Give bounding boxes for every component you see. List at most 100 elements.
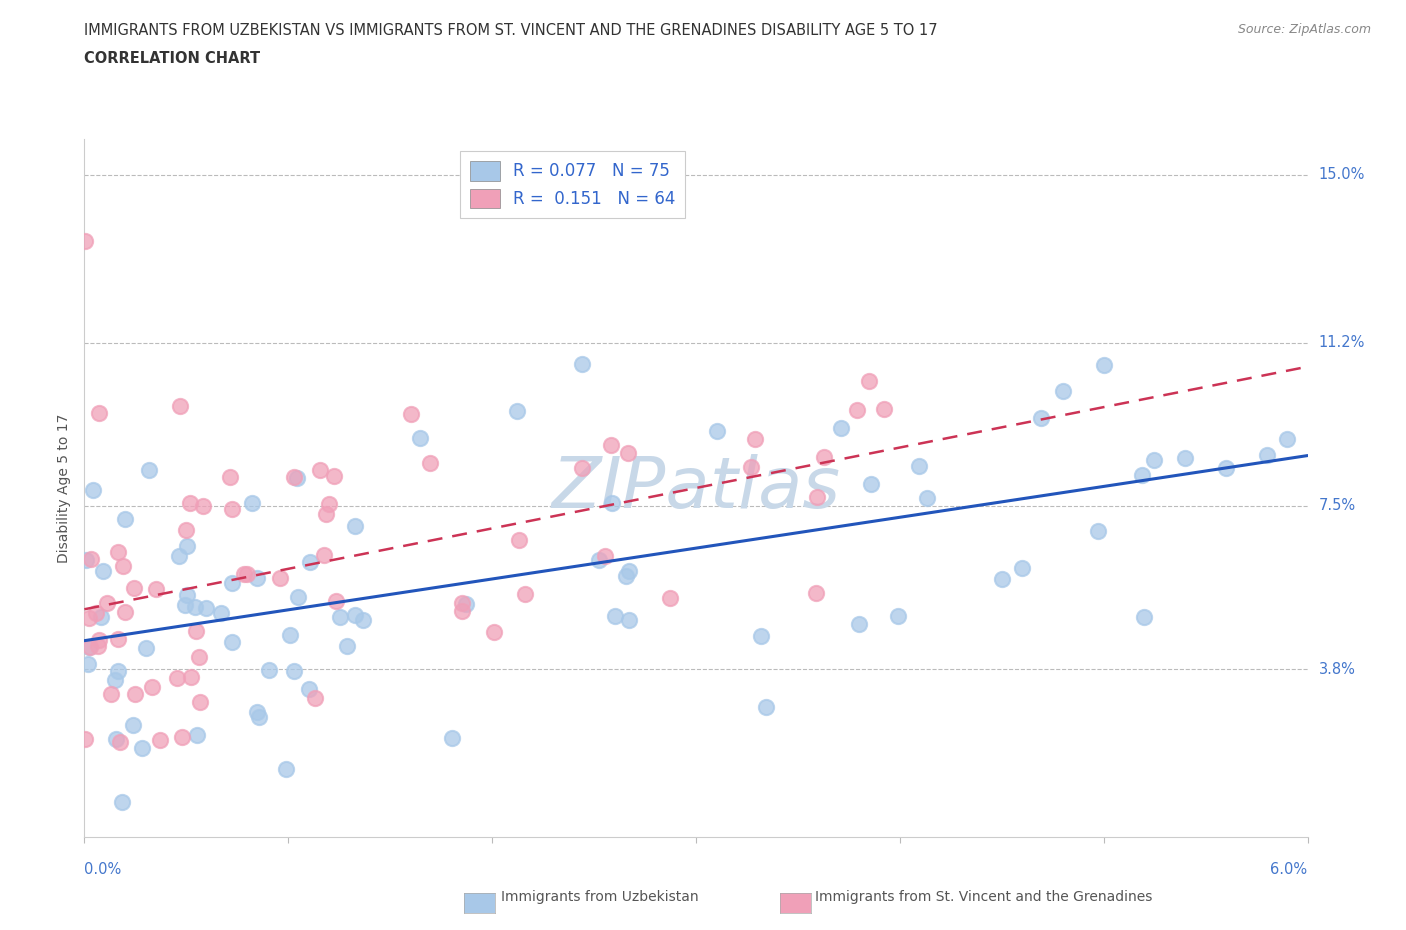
Point (506, 403, 529, 418)
Point (287, 590, 309, 604)
Point (283, 663, 305, 678)
Point (100, 686, 122, 701)
Point (77, 657, 100, 671)
Point (806, 490, 828, 505)
Point (141, 680, 163, 695)
Point (744, 432, 766, 446)
Point (399, 406, 422, 421)
Point (111, 794, 134, 809)
Point (209, 605, 232, 620)
Point (179, 496, 201, 511)
Point (246, 570, 269, 585)
Point (419, 456, 441, 471)
Point (482, 624, 505, 639)
Point (858, 374, 880, 389)
Point (848, 617, 870, 631)
Point (571, 356, 593, 371)
Point (751, 629, 773, 644)
Point (75, 552, 97, 567)
Point (740, 459, 762, 474)
Point (322, 469, 344, 484)
Text: 11.2%: 11.2% (1319, 335, 1365, 350)
Point (304, 691, 326, 706)
Point (352, 613, 374, 628)
Point (283, 470, 305, 485)
Point (450, 604, 472, 618)
Point (830, 420, 852, 435)
Point (188, 650, 211, 665)
Point (915, 490, 938, 505)
Point (1130, 468, 1153, 483)
Text: 3.8%: 3.8% (1319, 662, 1355, 677)
Point (107, 545, 129, 560)
Text: 15.0%: 15.0% (1319, 167, 1365, 182)
Point (845, 403, 868, 418)
Point (114, 512, 136, 526)
Point (908, 458, 931, 473)
Point (1011, 560, 1033, 575)
Point (312, 548, 335, 563)
Text: 0.0%: 0.0% (84, 862, 121, 877)
Point (1256, 447, 1278, 462)
Point (104, 672, 127, 687)
Text: Immigrants from St. Vincent and the Grenadines: Immigrants from St. Vincent and the Gren… (815, 889, 1153, 904)
Point (344, 607, 367, 622)
Point (257, 662, 280, 677)
Point (813, 449, 835, 464)
Point (176, 588, 198, 603)
Point (1277, 432, 1299, 446)
Point (77, 610, 100, 625)
Point (122, 718, 145, 733)
Text: CORRELATION CHART: CORRELATION CHART (84, 51, 260, 66)
Point (441, 730, 464, 745)
Point (1029, 411, 1052, 426)
Point (1215, 460, 1237, 475)
Point (246, 705, 269, 720)
Point (219, 470, 242, 485)
Point (131, 740, 153, 755)
Point (269, 570, 291, 585)
Point (122, 580, 145, 595)
Point (617, 445, 640, 460)
Point (96, 595, 118, 610)
Point (614, 568, 637, 583)
Point (107, 663, 129, 678)
Point (87, 633, 110, 648)
Point (298, 682, 321, 697)
Text: 6.0%: 6.0% (1271, 862, 1308, 877)
Text: 7.5%: 7.5% (1319, 498, 1355, 513)
Point (174, 522, 197, 537)
Point (1052, 383, 1074, 398)
Point (706, 424, 728, 439)
Point (145, 581, 167, 596)
Point (571, 460, 593, 475)
Point (193, 498, 215, 513)
Point (138, 462, 160, 477)
Y-axis label: Disability Age 5 to 17: Disability Age 5 to 17 (58, 414, 72, 563)
Point (169, 398, 191, 413)
Point (1174, 450, 1197, 465)
Point (328, 609, 350, 624)
Point (195, 601, 218, 616)
Point (135, 641, 157, 656)
Point (600, 495, 623, 510)
Point (860, 476, 883, 491)
Point (170, 730, 193, 745)
Point (1133, 610, 1156, 625)
Point (804, 586, 827, 601)
Point (75, 731, 97, 746)
Point (173, 598, 195, 613)
Point (603, 608, 626, 623)
Point (184, 599, 207, 614)
Point (167, 549, 190, 564)
Point (285, 471, 308, 485)
Point (232, 567, 254, 582)
Point (588, 552, 610, 567)
Point (114, 604, 136, 619)
Point (221, 635, 243, 650)
Point (755, 699, 778, 714)
Point (236, 566, 259, 581)
Point (1143, 452, 1166, 467)
Point (508, 533, 530, 548)
Point (108, 735, 131, 750)
